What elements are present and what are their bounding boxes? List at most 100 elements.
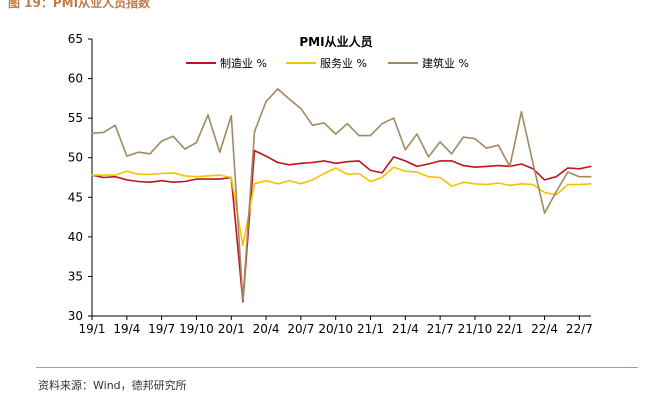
data-point: [497, 144, 499, 146]
x-tick-label: 20/10: [318, 322, 353, 336]
data-point: [404, 170, 406, 172]
data-point: [497, 182, 499, 184]
data-point: [172, 181, 174, 183]
chart-legend: 制造业 % 服务业 % 建筑业 %: [186, 56, 469, 70]
data-point: [195, 176, 197, 178]
data-point: [149, 173, 151, 175]
data-point: [242, 245, 244, 247]
data-point: [346, 161, 348, 163]
data-point: [532, 162, 534, 164]
data-point: [578, 184, 581, 186]
data-point: [300, 162, 302, 164]
data-point: [288, 164, 290, 166]
data-point: [323, 122, 325, 124]
data-point: [567, 184, 569, 186]
data-point: [195, 178, 197, 180]
y-tick-label: 35: [68, 269, 83, 283]
data-point: [555, 176, 557, 178]
data-point: [253, 183, 256, 185]
data-point: [369, 135, 372, 137]
data-point: [242, 301, 244, 303]
y-tick-label: 60: [68, 72, 83, 86]
data-point: [230, 115, 232, 117]
data-point: [161, 180, 163, 182]
data-point: [427, 176, 430, 178]
data-point: [393, 156, 395, 158]
data-point: [103, 176, 105, 179]
data-point: [416, 171, 418, 173]
data-point: [103, 174, 105, 176]
legend-label-2: 建筑业 %: [422, 56, 469, 70]
data-point: [265, 180, 267, 182]
source-note: 资料来源：Wind，德邦研究所: [38, 379, 187, 392]
data-point: [172, 172, 174, 174]
series-line-2: [91, 88, 591, 302]
data-point: [404, 149, 406, 151]
data-point: [567, 167, 569, 169]
data-point: [126, 179, 128, 181]
data-point: [416, 165, 418, 167]
figure-header: 图 19：PMI从业人员指数: [8, 0, 151, 10]
data-point: [590, 165, 592, 167]
data-point: [184, 175, 186, 177]
data-point: [486, 184, 488, 186]
data-point: [555, 194, 557, 196]
data-point: [462, 136, 464, 138]
y-axis: 30 35 40 45 50 55 60 65: [68, 32, 93, 323]
data-point: [323, 172, 325, 175]
chart-title: PMI从业人员: [299, 34, 372, 49]
data-point: [381, 176, 383, 179]
x-tick-label: 20/1: [218, 322, 245, 336]
data-point: [358, 160, 360, 162]
data-point: [103, 131, 105, 133]
data-point: [242, 299, 244, 301]
x-tick-label: 22/7: [566, 322, 593, 336]
data-point: [544, 212, 546, 214]
data-point: [358, 172, 360, 175]
data-point: [509, 165, 511, 167]
data-point: [114, 174, 116, 176]
data-point: [555, 191, 557, 193]
data-point: [404, 160, 406, 162]
data-point: [161, 140, 163, 142]
x-tick-label: 21/4: [392, 322, 419, 336]
data-point: [439, 176, 441, 179]
data-point: [137, 151, 139, 153]
data-point: [311, 124, 314, 126]
data-point: [253, 150, 256, 152]
data-point: [346, 123, 348, 125]
data-point: [91, 174, 93, 176]
data-point: [149, 181, 151, 183]
data-point: [532, 184, 534, 186]
data-point: [172, 135, 174, 137]
data-point: [381, 123, 383, 125]
y-tick-label: 50: [68, 151, 83, 165]
data-point: [381, 172, 383, 174]
data-point: [486, 147, 488, 149]
data-point: [219, 151, 221, 153]
data-point: [219, 178, 221, 180]
data-point: [126, 170, 128, 172]
x-tick-label: 21/7: [427, 322, 454, 336]
x-tick-label: 19/1: [79, 322, 106, 336]
data-point: [265, 155, 267, 157]
data-point: [578, 176, 581, 178]
data-point: [520, 163, 523, 165]
data-point: [544, 179, 546, 181]
data-point: [439, 160, 441, 162]
data-point: [311, 179, 314, 181]
legend-label-0: 制造业 %: [220, 56, 267, 70]
data-point: [497, 165, 499, 167]
data-point: [277, 183, 279, 185]
data-point: [300, 108, 302, 110]
y-tick-label: 40: [68, 230, 83, 244]
data-point: [427, 163, 430, 165]
data-point: [219, 174, 221, 176]
y-tick-label: 65: [68, 32, 83, 46]
data-point: [323, 160, 325, 162]
data-point: [544, 191, 546, 194]
data-point: [393, 117, 395, 119]
data-point: [346, 173, 348, 175]
